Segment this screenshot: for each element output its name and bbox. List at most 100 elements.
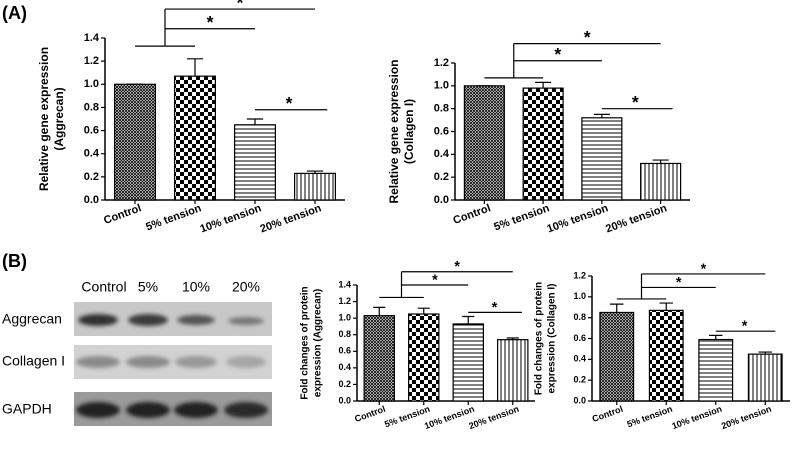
row-label: GAPDH xyxy=(2,401,52,417)
y-tick-label: 0.0 xyxy=(573,395,586,405)
blot-band xyxy=(126,356,170,368)
y-tick-label: 1.2 xyxy=(434,57,449,69)
y-tick-label: 0.6 xyxy=(84,124,99,136)
error-bar xyxy=(373,306,386,316)
bar xyxy=(698,338,734,402)
significance-star: * xyxy=(237,0,244,12)
y-tick-label: 0.8 xyxy=(434,103,449,115)
y-tick-label: 0.4 xyxy=(338,362,351,372)
error-bar xyxy=(246,118,264,125)
y-tick-label: 0.6 xyxy=(434,125,449,137)
x-tick-label: 10% tension xyxy=(199,202,264,235)
error-bar xyxy=(506,337,519,340)
significance-star: * xyxy=(286,93,293,113)
bar xyxy=(234,124,277,201)
significance-bracket xyxy=(616,273,776,332)
x-tick-label: 20% tension xyxy=(467,404,520,431)
y-tick-label: 1.4 xyxy=(338,279,351,289)
significance-star: * xyxy=(207,12,214,32)
blot-band xyxy=(76,402,120,418)
bar xyxy=(648,309,684,402)
blot-band xyxy=(76,356,120,368)
y-tick-label: 0.8 xyxy=(338,329,351,339)
bar xyxy=(174,75,217,201)
blot-band xyxy=(177,315,215,325)
blot-band xyxy=(128,314,168,326)
error-bar xyxy=(593,113,610,118)
x-tick-label: Control xyxy=(102,202,143,227)
y-tick-label: 1.0 xyxy=(84,78,99,90)
x-tick-label: 20% tension xyxy=(604,202,669,235)
y-axis-label: expression (Aggrecan) xyxy=(313,289,324,397)
y-tick-label: 0.8 xyxy=(84,101,99,113)
bar xyxy=(747,353,783,402)
y-tick-label: 1.0 xyxy=(573,291,586,301)
y-axis-label: expression (Collagen I) xyxy=(547,283,558,393)
error-bar xyxy=(417,307,430,314)
significance-bracket xyxy=(484,42,673,110)
y-tick-label: 0.2 xyxy=(84,171,99,183)
error-bar xyxy=(306,170,324,174)
error-bar xyxy=(709,334,723,340)
bar xyxy=(452,323,484,402)
bar xyxy=(599,311,635,402)
y-axis-label: Relative gene expression xyxy=(37,47,51,191)
significance-star: * xyxy=(676,275,682,291)
y-tick-label: 0.2 xyxy=(434,171,449,183)
bar xyxy=(640,162,682,201)
y-tick-label: 0.0 xyxy=(338,395,351,405)
x-tick-label: 5% tension xyxy=(626,404,674,430)
lane-label: 5% xyxy=(138,279,158,295)
significance-star: * xyxy=(454,259,460,275)
blot-band xyxy=(174,402,218,418)
x-tick-label: 5% tension xyxy=(492,202,551,233)
bar xyxy=(363,315,395,402)
significance-bracket xyxy=(135,8,328,111)
lane-label: Control xyxy=(81,279,126,295)
bar xyxy=(581,117,623,201)
error-bar xyxy=(186,58,204,77)
lane-label: 10% xyxy=(182,279,210,295)
y-tick-label: 1.4 xyxy=(84,32,100,44)
x-tick-label: Control xyxy=(353,404,386,424)
x-tick-label: 20% tension xyxy=(259,202,324,235)
y-tick-label: 0.6 xyxy=(338,346,351,356)
significance-bracket xyxy=(379,271,522,313)
significance-star: * xyxy=(584,27,591,47)
y-tick-label: 0.2 xyxy=(338,379,351,389)
x-tick-label: Control xyxy=(591,404,624,424)
y-tick-label: 0.4 xyxy=(434,148,450,160)
x-tick-label: 20% tension xyxy=(720,404,773,431)
significance-star: * xyxy=(432,272,438,288)
x-tick-label: 10% tension xyxy=(545,202,610,235)
y-tick-label: 1.0 xyxy=(434,80,449,92)
bar xyxy=(408,313,440,402)
western-blot: Control 5% 10% 20% Aggrecan Collagen I G… xyxy=(2,279,272,426)
error-bar xyxy=(758,351,772,355)
x-tick-label: 10% tension xyxy=(423,404,476,431)
row-label: Aggrecan xyxy=(2,311,62,327)
y-axis-label: Fold changes of protein xyxy=(534,282,545,395)
error-bar xyxy=(610,303,624,313)
significance-star: * xyxy=(701,261,707,277)
error-bar xyxy=(652,159,669,164)
blot-band xyxy=(228,317,264,325)
panel-label: (A) xyxy=(2,3,27,23)
panel-label: (B) xyxy=(2,251,27,271)
bar xyxy=(522,87,564,201)
y-axis-label: Fold changes of protein xyxy=(300,286,311,399)
y-axis-label: Relative gene expression xyxy=(387,59,401,203)
y-tick-label: 1.0 xyxy=(338,313,351,323)
y-axis-label: (Aggrecan) xyxy=(52,87,66,150)
bar xyxy=(497,339,529,402)
y-tick-label: 0.4 xyxy=(84,148,100,160)
y-tick-label: 0.0 xyxy=(84,194,99,206)
y-tick-label: 0.4 xyxy=(573,354,586,364)
bar xyxy=(294,172,337,201)
blot-band xyxy=(78,314,118,326)
significance-star: * xyxy=(632,92,639,112)
y-tick-label: 1.2 xyxy=(338,296,351,306)
error-bar xyxy=(462,315,475,324)
x-tick-label: 10% tension xyxy=(670,404,723,431)
